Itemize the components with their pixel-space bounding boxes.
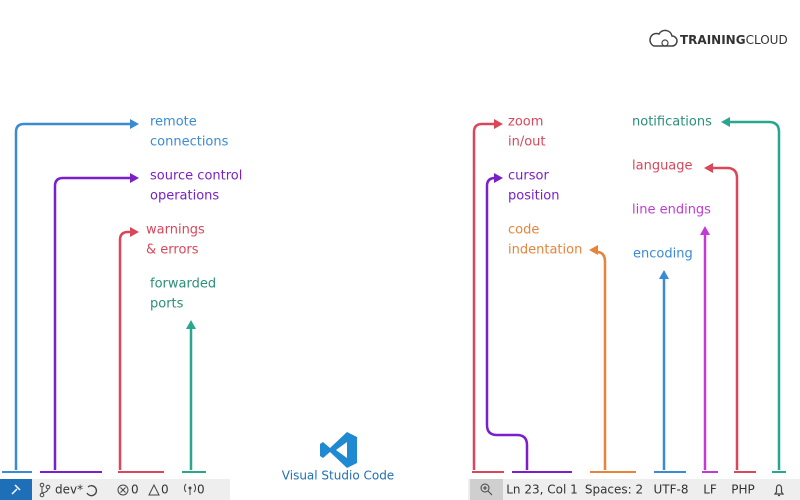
warning-count: 0 bbox=[161, 483, 169, 497]
annotation: source control bbox=[150, 169, 242, 184]
annotation: & errors bbox=[146, 243, 199, 258]
annotation: warnings bbox=[146, 223, 205, 238]
indentation[interactable]: Spaces: 2 bbox=[585, 483, 643, 497]
annotation: connections bbox=[150, 135, 229, 150]
problems[interactable]: 0 0 bbox=[117, 483, 169, 497]
cursor-position[interactable]: Ln 23, Col 1 bbox=[506, 483, 578, 497]
annotation: cursor bbox=[508, 169, 549, 184]
brand-light: CLOUD bbox=[746, 33, 788, 47]
annotation: remote bbox=[150, 115, 197, 130]
encoding[interactable]: UTF-8 bbox=[654, 483, 689, 497]
annotation: in/out bbox=[508, 135, 546, 150]
ports[interactable]: 0 bbox=[184, 483, 205, 497]
annotation: notifications bbox=[632, 115, 712, 130]
annotation: indentation bbox=[508, 243, 582, 258]
annotation: line endings bbox=[632, 203, 711, 218]
branch[interactable]: dev* bbox=[39, 483, 97, 498]
annotation: ports bbox=[150, 297, 184, 312]
status-bar: dev* 0 0 0 Ln 23, Col 1 Spaces: 2 UTF-8 … bbox=[0, 479, 800, 500]
svg-text:TRAININGCLOUD: TRAININGCLOUD bbox=[680, 33, 788, 47]
brand-bold: TRAINING bbox=[680, 33, 746, 47]
zoom-button[interactable] bbox=[470, 479, 503, 500]
notifications-bell[interactable] bbox=[773, 484, 785, 497]
brand: TRAININGCLOUD bbox=[649, 29, 788, 47]
annotation: encoding bbox=[633, 247, 693, 262]
branch-name: dev* bbox=[55, 483, 83, 497]
arrows bbox=[14, 117, 781, 470]
language[interactable]: PHP bbox=[731, 483, 755, 497]
error-count: 0 bbox=[131, 483, 139, 497]
annotation: forwarded bbox=[150, 277, 216, 292]
annotations: remote connections source control operat… bbox=[146, 115, 712, 312]
annotation: zoom bbox=[508, 115, 543, 130]
annotation: position bbox=[508, 189, 560, 204]
annotation: language bbox=[632, 159, 693, 174]
logo: Visual Studio Code bbox=[282, 432, 394, 483]
port-count: 0 bbox=[197, 483, 205, 497]
line-ending[interactable]: LF bbox=[703, 483, 717, 497]
logo-caption: Visual Studio Code bbox=[282, 469, 394, 483]
annotation: operations bbox=[150, 189, 219, 204]
annotation: code bbox=[508, 223, 539, 238]
